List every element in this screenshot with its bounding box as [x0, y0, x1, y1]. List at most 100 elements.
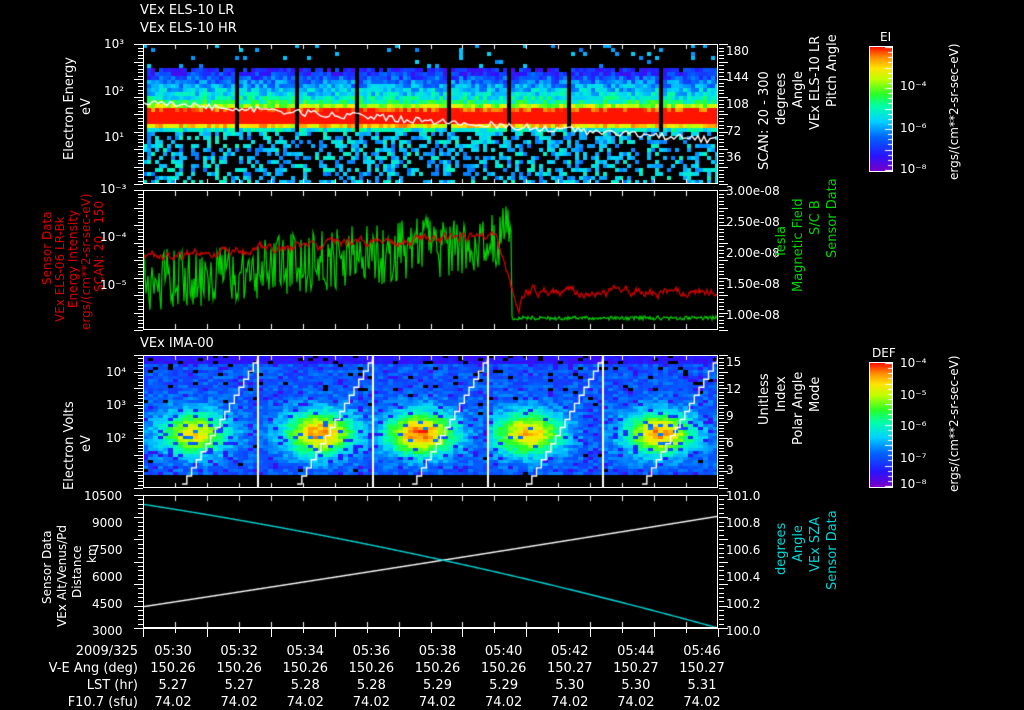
- panel1-ytick-2: 10¹: [104, 130, 125, 144]
- axis-tick: [134, 471, 143, 472]
- panel4-rytick-5: 100.0: [726, 624, 761, 638]
- axis-tick: [719, 135, 724, 136]
- time-axis-tick: [271, 628, 272, 637]
- panel3-frame: [143, 355, 718, 488]
- axis-tick: [719, 530, 724, 531]
- axis-tick: [134, 606, 143, 607]
- panel3-ytick-0: 10⁴: [106, 365, 127, 379]
- axis-tick: [719, 83, 724, 84]
- axis-tick: [138, 309, 143, 310]
- axis-tick: [138, 83, 143, 84]
- panel1-colorbar-tick-1: 10⁻⁶: [900, 121, 927, 135]
- panel4-ylabel-quantity: Distance: [70, 545, 84, 598]
- axis-tick: [719, 271, 724, 272]
- axis-tick: [138, 111, 143, 112]
- panel4-plot-area[interactable]: [143, 495, 718, 628]
- panel3-ylabel-1: Electron Volts: [62, 401, 77, 490]
- axis-tick: [719, 365, 724, 366]
- axis-tick: [134, 114, 143, 115]
- axis-tick: [719, 593, 724, 594]
- panel3-colorbar-tick-4: 10⁻⁸: [900, 477, 927, 491]
- axis-tick: [138, 575, 143, 576]
- axis-tick: [719, 243, 728, 244]
- axis-tick: [138, 499, 143, 500]
- axis-tick: [719, 323, 724, 324]
- panel1-ytick-1: 10²: [104, 84, 125, 98]
- panel4-right-label-sensor-data: Sensor Data: [825, 510, 840, 590]
- panel1-colorbar: [869, 46, 893, 172]
- axis-tick: [719, 163, 724, 164]
- panel1-plot-area[interactable]: [143, 44, 718, 184]
- axis-tick: [719, 146, 724, 147]
- axis-tick: [138, 365, 143, 366]
- axis-tick: [138, 504, 143, 505]
- axis-tick: [134, 388, 143, 389]
- axis-tick: [138, 48, 143, 49]
- panel4-right-label-sza: VEx SZA: [808, 517, 823, 572]
- axis-tick: [719, 471, 728, 472]
- footer-cell: 5.27: [158, 678, 188, 693]
- panel3-colorbar: [869, 362, 893, 488]
- axis-tick: [138, 526, 143, 527]
- footer-cell: 05:30: [154, 644, 192, 659]
- axis-tick: [719, 398, 724, 399]
- axis-tick: [719, 100, 724, 101]
- panel3-right-label-mode: Mode: [808, 376, 823, 412]
- axis-tick: [719, 246, 724, 247]
- panel1-right-label-angle: Angle: [791, 71, 806, 108]
- axis-tick: [719, 250, 724, 251]
- axis-tick: [719, 458, 724, 459]
- axis-tick: [138, 425, 143, 426]
- axis-tick: [719, 79, 728, 80]
- footer-cell: 150.26: [216, 661, 262, 676]
- axis-tick: [138, 597, 143, 598]
- axis-tick: [138, 274, 143, 275]
- footer-row-label-2: LST (hr): [86, 678, 138, 693]
- axis-tick: [138, 481, 143, 482]
- axis-tick: [719, 125, 724, 126]
- panel3-right-label-index: Index: [774, 376, 789, 412]
- axis-tick: [138, 431, 143, 432]
- axis-tick: [134, 438, 143, 439]
- panel1-title-line1: VEx ELS-10 LR: [140, 3, 235, 18]
- axis-tick: [719, 274, 724, 275]
- axis-tick: [138, 104, 143, 105]
- axis-tick: [138, 461, 143, 462]
- axis-tick: [138, 435, 143, 436]
- axis-tick: [719, 610, 724, 611]
- axis-tick: [719, 211, 724, 212]
- axis-tick: [719, 553, 724, 554]
- panel2-plot-area[interactable]: [143, 190, 718, 330]
- axis-tick: [138, 323, 143, 324]
- axis-tick: [134, 190, 143, 191]
- axis-tick: [138, 566, 143, 567]
- axis-tick: [138, 441, 143, 442]
- axis-tick: [719, 225, 728, 226]
- axis-tick: [719, 139, 724, 140]
- axis-tick: [719, 299, 724, 300]
- axis-tick: [719, 222, 724, 223]
- axis-tick: [134, 455, 143, 456]
- axis-tick: [719, 232, 724, 233]
- axis-tick: [719, 481, 724, 482]
- axis-tick: [719, 281, 724, 282]
- axis-tick: [719, 425, 724, 426]
- axis-tick: [719, 478, 724, 479]
- axis-tick: [138, 385, 143, 386]
- axis-tick: [719, 51, 724, 52]
- axis-tick: [719, 118, 724, 119]
- footer-cell: 74.02: [418, 695, 457, 710]
- panel3-plot-area[interactable]: [143, 355, 718, 488]
- panel1-colorbar-units: ergs/(cm**2-sr-sec-eV): [947, 43, 961, 180]
- axis-tick: [138, 610, 143, 611]
- panel2-rytick-1: 2.50e-08: [726, 215, 780, 229]
- axis-tick: [719, 539, 728, 540]
- axis-tick: [138, 358, 143, 359]
- axis-tick: [719, 72, 724, 73]
- axis-tick: [138, 177, 143, 178]
- axis-tick: [138, 163, 143, 164]
- axis-tick: [719, 584, 728, 585]
- axis-tick: [719, 177, 724, 178]
- axis-tick: [138, 142, 143, 143]
